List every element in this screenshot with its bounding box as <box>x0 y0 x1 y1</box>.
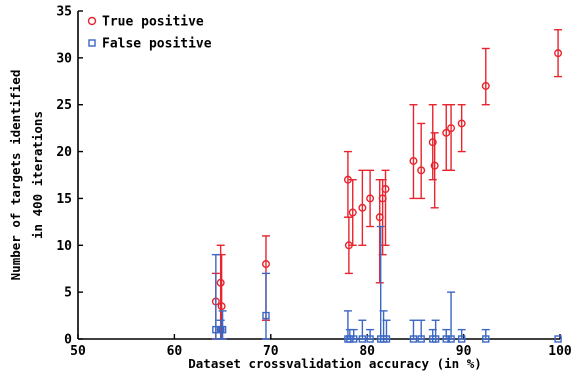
data-point-circle <box>428 138 437 147</box>
data-point-square <box>457 335 466 343</box>
data-point-circle <box>417 166 426 175</box>
error-bar <box>216 244 225 331</box>
y-axis-label: Number of targets identified in 400 iter… <box>8 70 45 281</box>
legend-marker-square-icon <box>88 39 96 47</box>
data-point-square <box>366 335 374 343</box>
data-point-circle <box>217 302 226 311</box>
error-bar <box>218 310 227 340</box>
data-point-square <box>417 335 425 343</box>
data-point-circle <box>481 81 490 90</box>
x-axis-label: Dataset crossvalidation accuracy (in %) <box>188 356 482 371</box>
data-point-square <box>212 325 220 334</box>
error-bar <box>409 104 418 200</box>
error-bar <box>447 104 456 172</box>
data-point-circle <box>554 49 563 58</box>
y-axis-ticks: 0 5 10 15 20 25 30 35 <box>56 5 83 348</box>
data-point-circle <box>381 185 390 194</box>
error-bar <box>366 169 375 228</box>
data-point-circle <box>216 278 225 287</box>
error-bar <box>381 169 390 246</box>
y-tick-label: 20 <box>56 145 72 160</box>
legend-marker-circle-icon <box>87 16 97 26</box>
y-tick-label: 35 <box>56 5 72 20</box>
error-bar <box>430 132 439 209</box>
x-tick-label: 70 <box>263 344 279 359</box>
legend-label-true-positive: True positive <box>102 15 204 30</box>
data-point-circle <box>358 203 367 212</box>
error-bar <box>343 150 352 218</box>
data-point-square <box>262 311 270 320</box>
error-bar <box>261 272 270 340</box>
legend-item-false-positive: False positive <box>88 37 212 52</box>
x-tick-label: 90 <box>456 344 472 359</box>
error-bar <box>554 29 563 78</box>
legend-label-false-positive: False positive <box>102 37 212 52</box>
series-false-positive <box>211 225 562 343</box>
data-point-circle <box>430 161 439 170</box>
data-point-square <box>447 335 455 343</box>
x-tick-label: 100 <box>548 344 572 359</box>
data-point-circle <box>366 194 375 203</box>
data-point-circle <box>261 260 270 269</box>
y-tick-label: 10 <box>56 239 72 254</box>
series-layer <box>211 29 563 343</box>
error-bar <box>442 104 451 172</box>
x-tick-label: 50 <box>70 344 86 359</box>
y-tick-label: 30 <box>56 51 72 66</box>
error-bar <box>343 310 352 340</box>
error-bar <box>428 104 437 181</box>
data-point-square <box>350 335 358 343</box>
data-point-square <box>431 335 440 343</box>
y-tick-label: 5 <box>64 286 72 301</box>
data-point-circle <box>348 208 357 217</box>
error-bar <box>481 47 490 106</box>
x-tick-label: 80 <box>359 344 375 359</box>
data-point-square <box>382 335 391 343</box>
y-tick-label: 15 <box>56 192 72 207</box>
error-bar <box>417 122 426 200</box>
data-point-circle <box>442 128 451 137</box>
error-bar <box>447 291 456 340</box>
series-true-positive <box>211 29 563 340</box>
data-point-square <box>358 335 367 343</box>
data-point-circle <box>447 124 456 133</box>
legend: True positive False positive <box>87 15 212 52</box>
legend-item-true-positive: True positive <box>87 15 204 30</box>
data-point-square <box>218 325 227 334</box>
data-point-square <box>482 335 490 343</box>
data-point-square <box>554 335 562 343</box>
data-point-circle <box>409 156 418 165</box>
y-tick-label: 25 <box>56 98 72 113</box>
data-point-circle <box>457 119 466 128</box>
y-axis-label-line-2: in 400 iterations <box>30 111 45 239</box>
plot-area: 50 60 70 80 90 100 0 5 10 15 20 25 30 35 <box>56 5 572 360</box>
error-bar <box>358 169 367 246</box>
data-point-square <box>409 335 418 343</box>
y-tick-label: 0 <box>64 333 72 348</box>
error-bar <box>348 178 357 246</box>
y-axis-label-line-1: Number of targets identified <box>8 70 23 281</box>
error-bar <box>457 104 466 153</box>
x-tick-label: 60 <box>167 344 183 359</box>
